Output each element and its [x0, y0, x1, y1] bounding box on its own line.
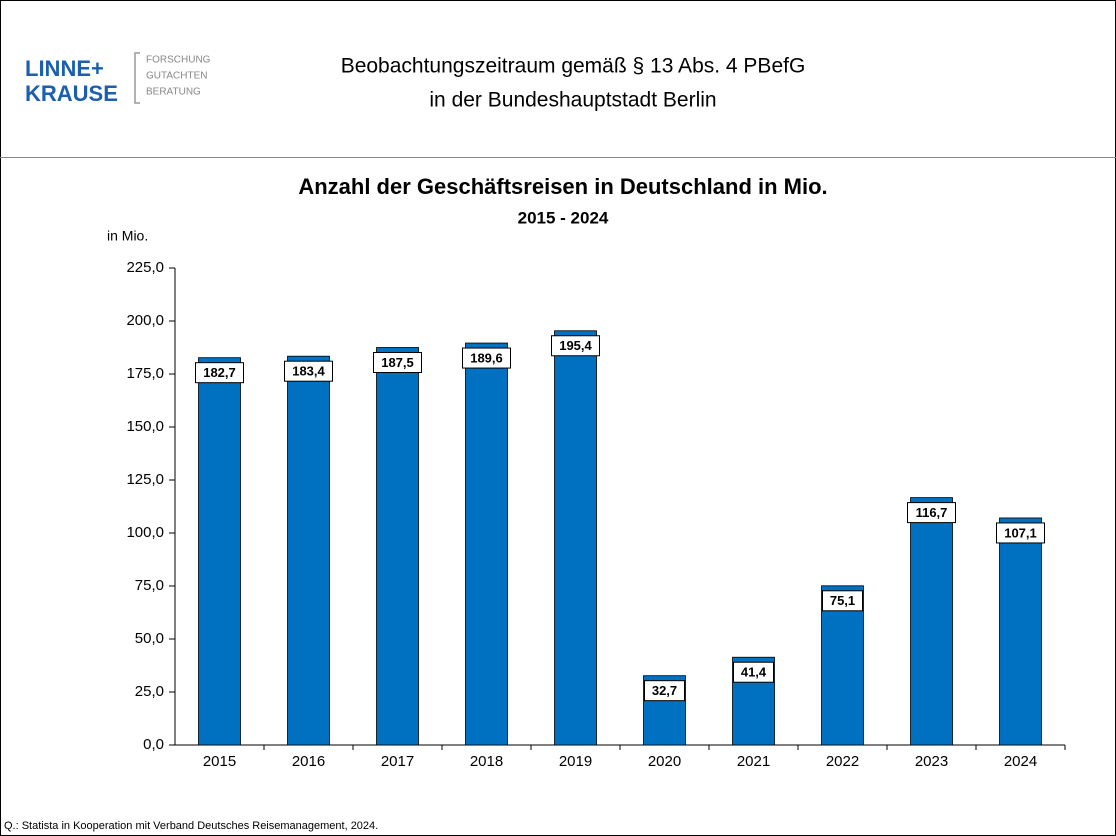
bar — [554, 330, 597, 746]
value-label: 41,4 — [741, 665, 767, 680]
x-tick-label: 2024 — [1004, 753, 1037, 770]
value-label-box — [551, 335, 600, 357]
header-title: in der Bundeshauptstadt Berlin — [429, 89, 716, 112]
y-tick-label: 75,0 — [135, 577, 164, 594]
value-label-box — [462, 347, 511, 369]
value-label: 107,1 — [1004, 525, 1037, 540]
value-label: 183,4 — [292, 364, 325, 379]
y-axis-label: in Mio. — [107, 228, 148, 244]
value-label: 32,7 — [652, 683, 677, 698]
bar — [465, 342, 508, 746]
y-tick-label: 150,0 — [126, 418, 164, 435]
value-label: 187,5 — [381, 355, 414, 370]
logo-tag: BERATUNG — [146, 87, 201, 98]
x-tick-label: 2023 — [915, 753, 948, 770]
logo-line: LINNE+ — [25, 56, 104, 81]
bar — [376, 347, 419, 746]
logo-bracket — [134, 52, 140, 104]
x-tick-label: 2016 — [292, 753, 325, 770]
chart-subtitle: 2015 - 2024 — [518, 208, 609, 227]
value-label-box — [996, 522, 1045, 544]
x-tick-label: 2019 — [559, 753, 592, 770]
bar — [198, 357, 241, 746]
value-label: 195,4 — [559, 338, 592, 353]
x-tick-label: 2017 — [381, 753, 414, 770]
chart-title: Anzahl der Geschäftsreisen in Deutschlan… — [298, 174, 827, 199]
y-tick-label: 100,0 — [126, 524, 164, 541]
value-label-box — [907, 502, 956, 524]
bar — [287, 355, 330, 746]
y-tick-label: 25,0 — [135, 683, 164, 700]
header-title: Beobachtungszeitraum gemäß § 13 Abs. 4 P… — [341, 55, 806, 78]
value-label: 116,7 — [916, 505, 948, 520]
value-label-box — [284, 360, 333, 382]
logo-tag: FORSCHUNG — [146, 55, 211, 66]
y-tick-label: 200,0 — [126, 312, 164, 329]
y-tick-label: 50,0 — [135, 630, 164, 647]
y-tick-label: 0,0 — [143, 736, 164, 753]
bar — [910, 497, 953, 746]
value-label: 182,7 — [203, 365, 236, 380]
logo-tag: GUTACHTEN — [146, 71, 207, 82]
logo-line: KRAUSE — [25, 81, 118, 106]
value-label-box — [195, 362, 244, 384]
value-label-box — [822, 590, 863, 612]
value-label-box — [644, 680, 685, 702]
y-tick-label: 125,0 — [126, 471, 164, 488]
value-label-box — [733, 661, 774, 683]
x-tick-label: 2015 — [203, 753, 236, 770]
y-tick-label: 225,0 — [126, 259, 164, 276]
source-note: Q.: Statista in Kooperation mit Verband … — [4, 820, 378, 832]
y-tick-label: 175,0 — [126, 365, 164, 382]
x-tick-label: 2018 — [470, 753, 503, 770]
x-tick-label: 2021 — [737, 753, 770, 770]
value-label: 75,1 — [830, 593, 855, 608]
value-label-box — [373, 352, 422, 373]
value-label: 189,6 — [470, 350, 503, 365]
bar — [999, 517, 1042, 746]
x-tick-label: 2022 — [826, 753, 859, 770]
bar — [821, 585, 864, 746]
x-tick-label: 2020 — [648, 753, 681, 770]
